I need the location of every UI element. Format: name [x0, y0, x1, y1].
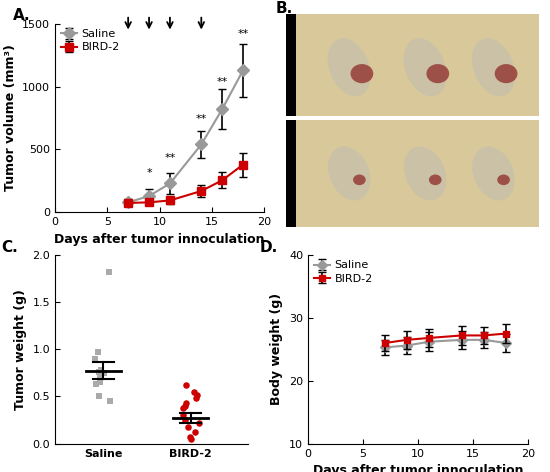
- Point: [105, 268, 114, 276]
- Ellipse shape: [404, 38, 447, 96]
- Text: **: **: [196, 114, 207, 124]
- Point: [181, 416, 190, 424]
- Point: [186, 433, 195, 441]
- Circle shape: [497, 175, 510, 185]
- Point: [191, 395, 200, 402]
- Legend: Saline, BIRD-2: Saline, BIRD-2: [60, 29, 120, 52]
- Point: [95, 393, 103, 400]
- Ellipse shape: [472, 38, 515, 96]
- Ellipse shape: [328, 146, 371, 201]
- Point: [96, 366, 105, 374]
- Circle shape: [429, 175, 442, 185]
- Point: [91, 355, 100, 362]
- Point: [184, 423, 193, 430]
- Text: D.: D.: [260, 240, 278, 255]
- Point: [93, 348, 102, 356]
- Legend: Saline, BIRD-2: Saline, BIRD-2: [314, 261, 373, 284]
- Text: Saline: Saline: [286, 49, 296, 81]
- Ellipse shape: [472, 146, 515, 201]
- X-axis label: Days after tumor innoculation: Days after tumor innoculation: [54, 233, 265, 246]
- Point: [180, 402, 189, 410]
- Point: [192, 391, 201, 398]
- Ellipse shape: [328, 38, 371, 96]
- Circle shape: [495, 64, 518, 83]
- Point: [186, 435, 195, 443]
- Point: [178, 404, 187, 412]
- Point: [195, 419, 204, 427]
- Point: [181, 399, 190, 407]
- Bar: [286, 120, 296, 227]
- Bar: [286, 14, 296, 116]
- Point: [99, 369, 108, 377]
- Ellipse shape: [404, 146, 447, 201]
- X-axis label: Days after tumor innoculation: Days after tumor innoculation: [313, 464, 523, 472]
- Text: *: *: [146, 169, 152, 178]
- Point: [178, 412, 187, 419]
- Text: **: **: [164, 153, 175, 163]
- Text: C.: C.: [1, 240, 18, 255]
- Text: A.: A.: [13, 8, 31, 24]
- Text: B.: B.: [276, 1, 293, 17]
- Point: [182, 381, 191, 389]
- Bar: [286, 14, 539, 116]
- Circle shape: [426, 64, 449, 83]
- Point: [191, 429, 200, 436]
- Point: [95, 368, 103, 376]
- Y-axis label: Tumor weight (g): Tumor weight (g): [14, 289, 27, 410]
- Circle shape: [350, 64, 373, 83]
- Y-axis label: Body weight (g): Body weight (g): [271, 293, 283, 405]
- Text: **: **: [238, 29, 249, 39]
- Point: [95, 374, 104, 381]
- Bar: [286, 120, 539, 227]
- Point: [95, 379, 104, 386]
- Point: [92, 380, 101, 388]
- Text: BIRD-2: BIRD-2: [286, 156, 296, 191]
- Circle shape: [353, 175, 366, 185]
- Y-axis label: Tumor volume (mm³): Tumor volume (mm³): [4, 44, 16, 192]
- Point: [106, 397, 115, 405]
- Point: [190, 388, 199, 396]
- Text: **: **: [217, 76, 228, 86]
